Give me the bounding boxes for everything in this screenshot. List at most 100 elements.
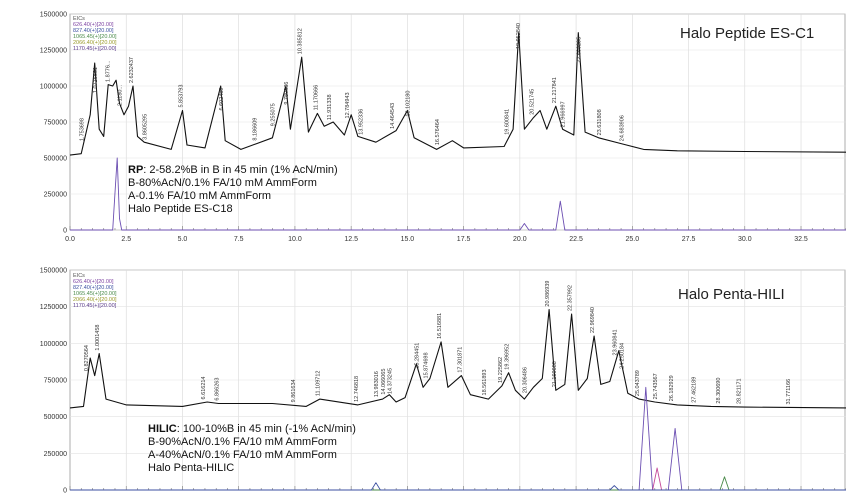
- method-mode: HILIC: [148, 423, 177, 435]
- peak-label: 13.983016: [374, 371, 380, 397]
- method-gradient: : 100-10%B in 45 min (-1% AcN/min): [177, 423, 356, 435]
- method-line-1: HILIC: 100-10%B in 45 min (-1% AcN/min): [148, 423, 356, 435]
- series-trace-1: [69, 309, 846, 409]
- peak-label: 28.821171: [736, 378, 742, 404]
- peak-label: 23.631808: [597, 109, 603, 135]
- peak-label: 2.6232437: [129, 57, 135, 83]
- peak-label: 27.462189: [691, 377, 697, 403]
- method-gradient: : 2-58.2%B in B in 45 min (1% AcN/min): [143, 164, 337, 176]
- peak-label: 26.182929: [669, 375, 675, 401]
- peak-label: 1.8776...: [105, 60, 111, 82]
- method-line-2: B-80%AcN/0.1% FA/10 mM AmmForm: [128, 177, 317, 189]
- y-tick-label: 1500000: [40, 12, 67, 19]
- peak-label: 25.043789: [635, 370, 641, 396]
- peak-label: 13.952336: [358, 109, 364, 135]
- peak-label: 28.300690: [716, 378, 722, 404]
- peak-label: 6.866263: [214, 378, 220, 401]
- peak-label: 24.683906: [619, 115, 625, 141]
- y-tick-label: 1250000: [40, 304, 67, 311]
- y-tick-label: 1000000: [40, 341, 67, 348]
- peak-label: 21.966997: [561, 101, 567, 127]
- peak-label: 23.960841: [613, 329, 619, 355]
- peak-label: 1.753698: [79, 118, 85, 141]
- peak-label: 9.780836: [284, 82, 290, 105]
- peak-label: 22.357992: [568, 285, 574, 311]
- x-tick-label: 25.0: [626, 236, 640, 243]
- peak-label: 9.255075: [271, 103, 277, 126]
- peak-label: 19.600841: [505, 109, 511, 135]
- peak-label: 15.102180: [406, 91, 412, 117]
- peak-label: 22.969840: [590, 307, 596, 333]
- y-tick-label: 1000000: [40, 84, 67, 91]
- peak-label: 19.952840: [516, 23, 522, 49]
- method-line-3: A-0.1% FA/10 mM AmmForm: [128, 190, 271, 202]
- legend-entry: 1065.45(+)[20.00]: [73, 291, 117, 297]
- peak-label: 14.373245: [388, 368, 394, 394]
- x-tick-label: 10.0: [288, 236, 302, 243]
- chart-panel-1: 1500000 1250000 1000000 750000 500000 250000 0…: [40, 12, 846, 243]
- method-line-4: Halo Penta-HILIC: [148, 462, 234, 474]
- peak-label: 1.0716661: [93, 67, 99, 93]
- peak-label: 3.8605295: [142, 114, 148, 140]
- peak-label: 22.669295: [577, 37, 583, 63]
- x-tick-label: 30.0: [738, 236, 752, 243]
- method-line-2: B-90%AcN/0.1% FA/10 mM AmmForm: [148, 436, 337, 448]
- peak-label: 10.385812: [298, 28, 304, 54]
- method-line-4: Halo Peptide ES-C18: [128, 203, 233, 215]
- peak-label: 18.561893: [482, 369, 488, 395]
- series-trace-1: [69, 32, 846, 156]
- peak-label: 16.576464: [435, 119, 441, 145]
- peak-label: 21.217841: [552, 77, 558, 103]
- legend-entry: EICs: [73, 16, 85, 22]
- peak-label: 20.306486: [523, 367, 529, 393]
- x-tick-label: 5.0: [178, 236, 188, 243]
- peak-label: 6.616214: [201, 376, 207, 399]
- series-trace-5: [70, 482, 846, 491]
- peak-label: 11.170666: [313, 85, 319, 111]
- x-tick-label: 17.5: [457, 236, 471, 243]
- x-tick-label: 27.5: [682, 236, 696, 243]
- peak-label: 17.301871: [457, 347, 463, 373]
- peak-label: 16.516881: [437, 313, 443, 339]
- peak-label: 14.066065: [381, 369, 387, 395]
- peak-label: 15.874698: [424, 352, 430, 378]
- y-tick-label: 250000: [44, 192, 67, 199]
- peak-label: 11.931338: [327, 94, 333, 120]
- peak-label: 0.8270564: [84, 345, 90, 371]
- legend-entry: 827.40(+)[20.00]: [73, 285, 114, 291]
- peak-label: 20.521745: [529, 89, 535, 115]
- peak-label: 24.250184: [619, 343, 625, 369]
- y-tick-label: 500000: [44, 414, 67, 421]
- peak-label: 15.284451: [415, 343, 421, 369]
- peak-label: 19.225862: [498, 357, 504, 383]
- x-tick-label: 7.5: [234, 236, 244, 243]
- y-tick-label: 750000: [44, 378, 67, 385]
- panel-title: Halo Peptide ES-C1: [680, 25, 814, 42]
- x-tick-label: 2.5: [121, 236, 131, 243]
- legend-entry: 2066.40(+)[20.00]: [73, 40, 117, 46]
- peak-label: 5.853793: [178, 85, 184, 108]
- peak-label: 6.602489: [219, 87, 225, 110]
- peak-label: 12.784943: [345, 92, 351, 118]
- x-tick-label: 20.0: [513, 236, 527, 243]
- series-trace-2: [70, 157, 846, 231]
- peak-label: 8.186609: [253, 118, 259, 141]
- legend-entry: 626.40(+)[20.00]: [73, 279, 114, 285]
- x-tick-label: 0.0: [65, 236, 75, 243]
- legend-entry: 827.40(+)[20.00]: [73, 28, 114, 34]
- peak-label: 14.464543: [390, 103, 396, 129]
- method-line-1: RP: 2-58.2%B in B in 45 min (1% AcN/min): [128, 164, 338, 176]
- peak-label: 11.109712: [316, 371, 322, 397]
- legend-entry: 626.40(+)[20.00]: [73, 22, 114, 28]
- y-tick-label: 1250000: [40, 48, 67, 55]
- legend-entry: EICs: [73, 273, 85, 279]
- peak-label: 12.746818: [354, 376, 360, 402]
- legend-entry: 1065.45(+)[20.00]: [73, 34, 117, 40]
- y-tick-label: 1500000: [40, 268, 67, 275]
- x-tick-label: 15.0: [401, 236, 415, 243]
- legend-entry: 1170.45(+)[20.00]: [73, 46, 117, 52]
- peak-label: 9.861634: [291, 379, 297, 402]
- y-tick-label: 250000: [44, 451, 67, 458]
